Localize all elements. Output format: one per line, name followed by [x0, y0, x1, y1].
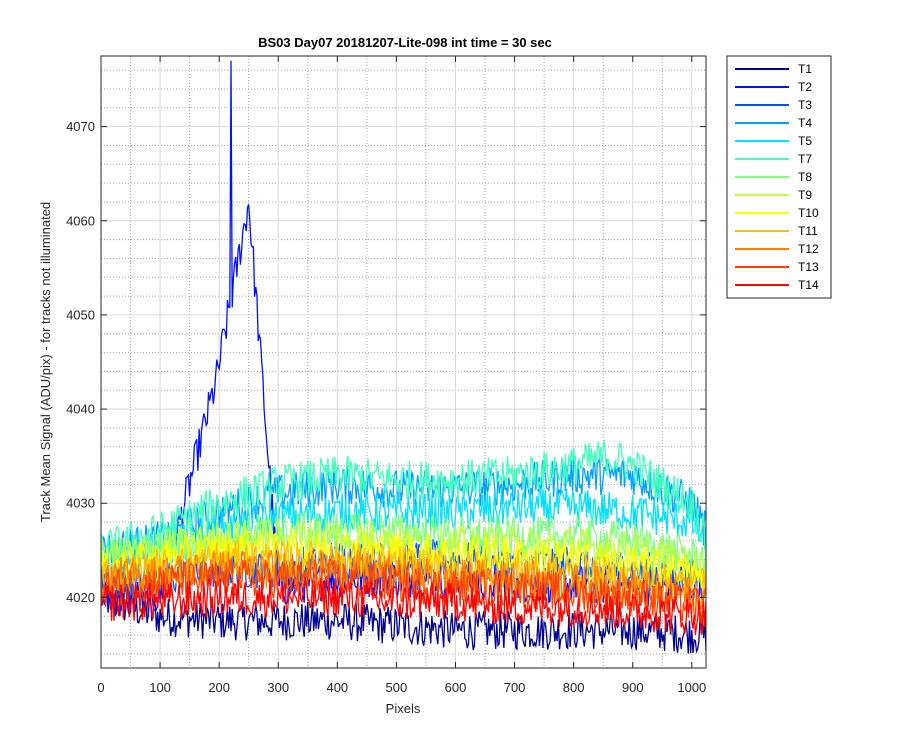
series-line-T5 [101, 487, 706, 576]
x-tick-label: 0 [97, 680, 104, 695]
x-tick-label: 700 [504, 680, 526, 695]
y-tick-label: 4070 [66, 119, 95, 134]
plot-frame [100, 55, 707, 669]
legend-label-T10: T10 [798, 206, 819, 220]
legend-label-T3: T3 [798, 98, 812, 112]
series-line-T13 [101, 556, 706, 624]
x-tick-label: 400 [326, 680, 348, 695]
legend-label-T13: T13 [798, 260, 819, 274]
y-axis-label: Track Mean Signal (ADU/pix) - for tracks… [38, 202, 53, 522]
legend-label-T2: T2 [798, 80, 812, 94]
legend-label-T1: T1 [798, 62, 812, 76]
x-tick-label: 900 [622, 680, 644, 695]
legend-label-T9: T9 [798, 188, 812, 202]
legend-label-T11: T11 [798, 224, 818, 238]
y-tick-label: 4020 [66, 590, 95, 605]
legend-label-T4: T4 [798, 116, 812, 130]
x-tick-label: 200 [208, 680, 230, 695]
legend-label-T8: T8 [798, 170, 812, 184]
x-tick-label: 300 [267, 680, 289, 695]
y-tick-label: 4050 [66, 307, 95, 322]
legend-label-T14: T14 [798, 278, 819, 292]
chart-title: BS03 Day07 20181207-Lite-098 int time = … [258, 35, 552, 50]
series-line-T14 [101, 577, 706, 636]
series-line-T12 [101, 549, 706, 617]
series-line-T7 [101, 440, 706, 563]
legend-label-T7: T7 [798, 152, 812, 166]
y-tick-label: 4040 [66, 402, 95, 417]
ticks-layer: 0 100 200 300 400 500 600 700 800 900 1000 4020 4030… [66, 56, 706, 695]
legend: T1 T2 T3 T4 T5 T7 T8 T9 T10 T11 T12 T13 T14 [726, 55, 832, 299]
x-tick-label: 100 [149, 680, 171, 695]
y-tick-label: 4030 [66, 496, 95, 511]
series-line-T1 [101, 578, 706, 654]
x-tick-label: 1000 [677, 680, 706, 695]
legend-label-T12: T12 [798, 242, 819, 256]
x-axis-label: Pixels [386, 701, 421, 716]
series-layer [101, 60, 706, 654]
x-tick-label: 600 [445, 680, 467, 695]
x-tick-label: 800 [563, 680, 585, 695]
x-tick-label: 500 [386, 680, 408, 695]
legend-label-T5: T5 [798, 134, 812, 148]
y-tick-label: 4060 [66, 213, 95, 228]
series-line-T11 [101, 539, 706, 606]
